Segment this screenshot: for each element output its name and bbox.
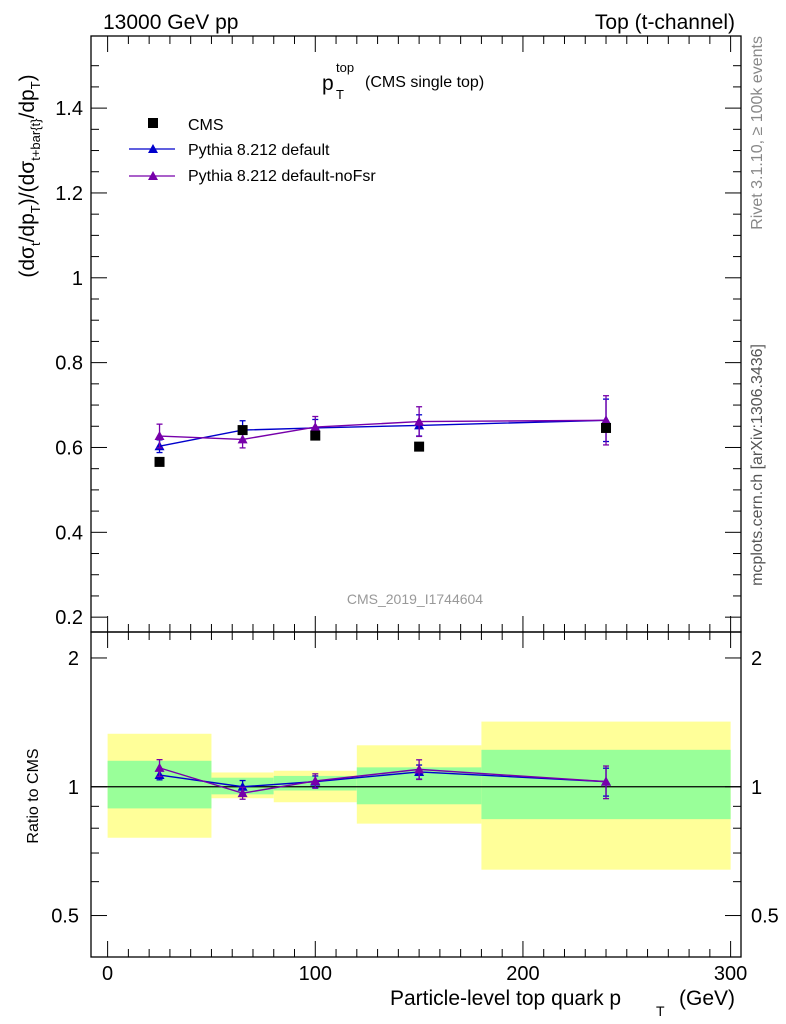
- x-tick-label: 0: [102, 963, 113, 985]
- main-y-tick-label: 0.6: [55, 437, 83, 459]
- main-y-tick-label: 0.8: [55, 353, 83, 375]
- data-marks: [154, 395, 612, 800]
- ratio-point-mc2: [310, 775, 321, 785]
- plot-title-sub: T: [336, 87, 344, 102]
- ratio-y-tick-label-left: 2: [68, 648, 79, 670]
- ratio-y-tick-label-left: 1: [68, 777, 79, 799]
- main-point-cms: [154, 456, 165, 467]
- main-y-tick-label: 1.2: [55, 183, 83, 205]
- ratio-y-tick-label-right: 0.5: [751, 906, 779, 928]
- main-point-cms: [414, 441, 425, 452]
- mcplots-label: mcplots.cern.ch [arXiv:1306.3436]: [749, 344, 766, 586]
- plot-title: p: [322, 72, 334, 95]
- ratio-y-tick-label-right: 2: [751, 648, 762, 670]
- axis-ticks: 0.2 0.4 0.6 0.8 1 1.2 1.4 0 100 200 300 0.5 0.5 1 1 2 2: [51, 36, 779, 985]
- main-point-cms: [601, 422, 612, 433]
- x-axis-label-unit: (GeV): [679, 987, 735, 1010]
- main-point-cms: [237, 425, 248, 436]
- main-point-mc2: [601, 415, 612, 425]
- main-y-tick-label: 1.4: [55, 98, 83, 120]
- legend-label-mc2: Pythia 8.212 default-noFsr: [188, 168, 376, 185]
- x-tick-label: 100: [299, 963, 332, 985]
- ratio-point-mc2: [414, 764, 425, 774]
- ratio-y-tick-label-left: 0.5: [51, 906, 79, 928]
- legend-marker-cms: [148, 118, 158, 128]
- legend-marker-mc2: [148, 171, 158, 180]
- ratio-point-mc2: [237, 788, 248, 798]
- ratio-point-mc2: [154, 762, 165, 772]
- ratio-point-mc2: [601, 776, 612, 786]
- header-left: 13000 GeV pp: [103, 11, 238, 34]
- legend-label-cms: CMS: [188, 117, 224, 134]
- main-point-mc2: [310, 422, 321, 432]
- legend-marker-mc1: [148, 144, 158, 153]
- x-axis-label-sub: T: [656, 1003, 665, 1019]
- legend: CMS Pythia 8.212 default Pythia 8.212 de…: [129, 117, 376, 185]
- plot-title-sup: top: [336, 60, 354, 75]
- plot-title-note: (CMS single top): [365, 74, 484, 91]
- main-y-axis-label: (dσt/dpT)/(dσt+bar{t}/dpT): [16, 74, 43, 277]
- header-right: Top (t-channel): [595, 11, 735, 34]
- main-point-mc2: [237, 434, 248, 444]
- ratio-bands: [91, 721, 741, 870]
- ratio-y-tick-label-right: 1: [751, 777, 762, 799]
- main-line-mc2: [159, 419, 607, 441]
- ratio-point-mc1: [237, 781, 248, 791]
- main-point-mc2: [414, 416, 425, 426]
- analysis-watermark: CMS_2019_I1744604: [347, 591, 483, 607]
- x-tick-label: 300: [714, 963, 747, 985]
- main-y-tick-label: 0.4: [55, 522, 83, 544]
- legend-label-mc1: Pythia 8.212 default: [188, 142, 330, 159]
- main-y-tick-label: 0.2: [55, 607, 83, 629]
- x-axis-label: Particle-level top quark p: [390, 987, 621, 1010]
- ratio-y-axis-label: Ratio to CMS: [25, 748, 42, 843]
- main-point-mc2: [154, 431, 165, 441]
- main-y-tick-label: 1: [72, 268, 83, 290]
- rivet-label: Rivet 3.1.10, ≥ 100k events: [749, 36, 766, 230]
- main-point-cms: [310, 430, 321, 441]
- x-tick-label: 200: [506, 963, 539, 985]
- ratio-frame: [90, 631, 742, 958]
